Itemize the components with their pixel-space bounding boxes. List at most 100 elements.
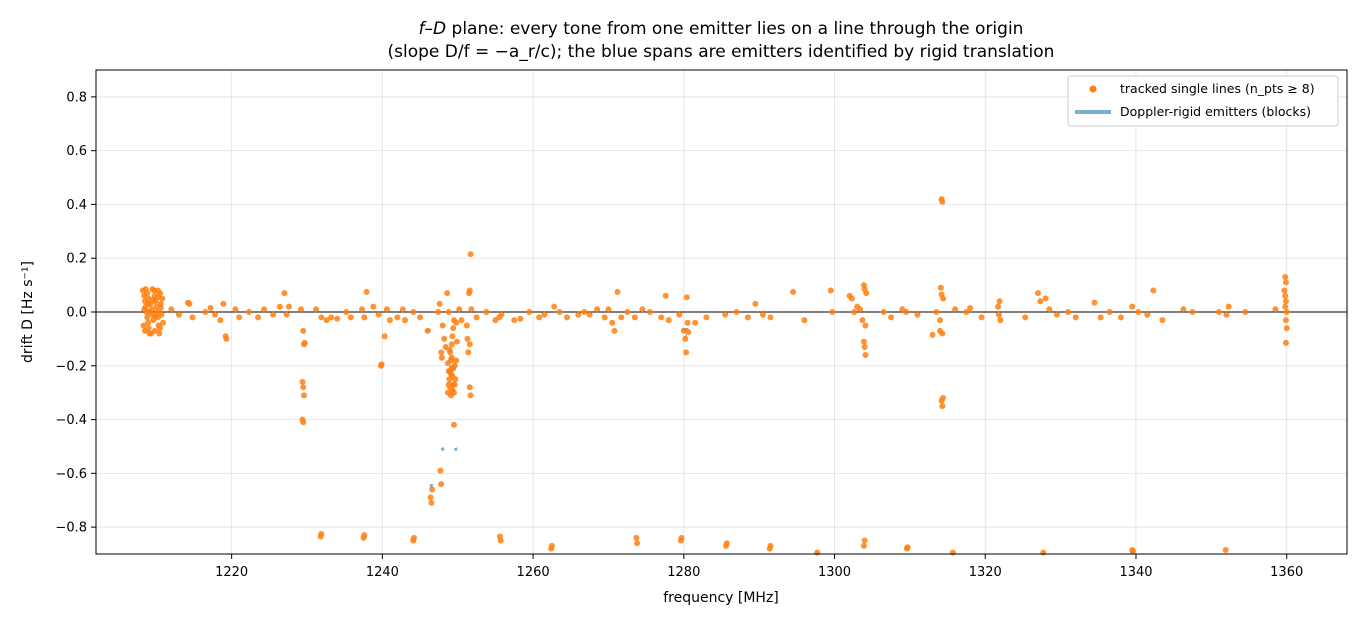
data-point [318,530,325,537]
data-point [939,403,946,410]
data-point [767,314,774,321]
data-point [466,384,473,391]
data-point [453,357,460,364]
data-point [450,421,457,428]
data-point [829,309,836,315]
data-point [859,317,866,324]
data-point [449,333,456,340]
data-point [236,314,243,321]
data-point [381,333,388,340]
data-point [160,319,167,326]
data-point [1037,298,1044,305]
data-point [441,335,448,342]
data-point [624,309,631,315]
data-point [1282,279,1289,286]
x-tick-label: 1280 [667,565,700,580]
data-point [453,319,460,326]
data-point [586,311,593,318]
data-point [155,294,162,301]
chart-title: f–D plane: every tone from one emitter l… [388,19,1055,62]
data-point [995,311,1002,318]
data-point [456,306,463,313]
data-point [417,314,424,321]
data-point [445,309,452,315]
data-point [276,303,283,310]
data-point [281,290,288,297]
data-point [450,365,457,372]
data-point [733,309,740,315]
data-point [851,309,858,315]
data-point [375,311,382,318]
data-point [300,392,307,399]
data-point [633,534,640,541]
chart-title-italic: f–D [419,19,447,39]
data-point [1053,311,1060,318]
y-tick-label: −0.6 [55,467,87,482]
data-point [144,314,151,321]
data-point [466,287,473,294]
data-point [564,314,571,321]
data-point [152,313,159,320]
data-point [682,335,689,342]
data-point [328,314,335,321]
data-point [1106,309,1113,315]
data-point [1282,298,1289,305]
single-line-points [139,196,1290,556]
data-point [401,317,408,324]
data-point [453,338,460,345]
data-point [223,335,230,342]
data-point [428,499,435,506]
data-point [631,314,638,321]
data-point [334,315,341,322]
data-point [511,317,518,324]
data-point [497,537,504,544]
data-point [1072,314,1079,321]
data-point [1282,292,1289,299]
data-point [614,288,621,295]
data-point [270,311,277,318]
data-point [556,309,563,315]
data-point [1281,287,1288,294]
data-point [940,395,947,402]
data-point [449,386,456,393]
data-point [939,330,946,337]
data-point [359,306,366,313]
data-point [438,349,445,356]
data-point [175,311,182,318]
y-tick-label: 0.8 [66,90,87,105]
data-point [150,296,157,303]
x-tick-label: 1220 [215,565,248,580]
data-point [144,300,151,307]
data-point [141,327,148,334]
data-point [581,309,588,315]
data-point [446,376,453,383]
data-point [940,295,947,302]
data-point [551,303,558,310]
legend-box [1067,75,1339,127]
data-point [611,327,618,334]
data-point [318,314,325,321]
data-point [937,284,944,291]
x-tick-label: 1320 [969,565,1002,580]
data-point [437,467,444,474]
data-point [142,286,149,293]
data-point [446,346,453,353]
x-tick-label: 1340 [1119,565,1152,580]
data-point [207,304,214,311]
data-point [361,532,368,539]
data-point [468,306,475,313]
data-point [157,325,164,332]
data-point [1097,314,1104,321]
data-point [153,303,160,310]
data-point [722,311,729,318]
data-point [1283,309,1290,315]
data-point [444,360,451,367]
data-point [299,378,306,385]
data-point [1035,290,1042,297]
data-point [860,338,867,345]
legend-label-single-lines: tracked single lines (n_pts ≥ 8) [1120,81,1315,96]
data-point [146,309,153,315]
data-point [723,540,730,547]
data-point [283,311,290,318]
data-point [452,376,459,383]
